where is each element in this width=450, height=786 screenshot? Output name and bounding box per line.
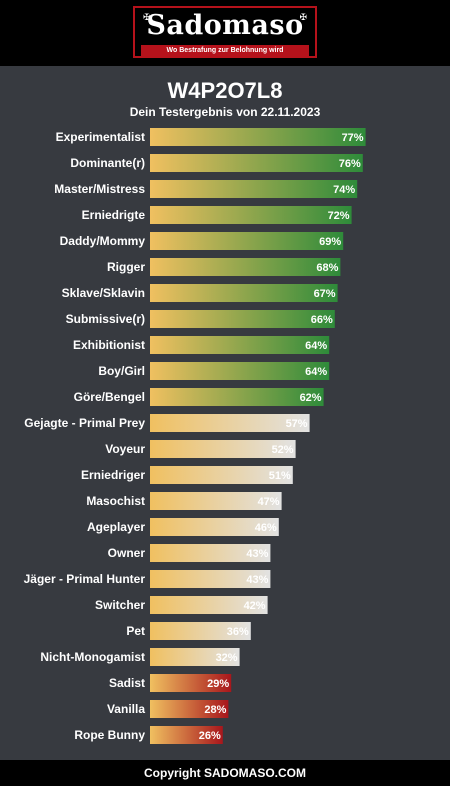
result-title: W4P2O7L8 xyxy=(167,78,283,103)
bar-value-label: 28% xyxy=(204,704,226,716)
bar-value-label: 57% xyxy=(286,418,308,430)
bar-value-label: 62% xyxy=(300,392,322,404)
bar-category-label: Sklave/Sklavin xyxy=(62,286,145,300)
bar-value-label: 46% xyxy=(255,522,277,534)
bar-value-label: 52% xyxy=(272,444,294,456)
bar-category-label: Exhibitionist xyxy=(73,338,145,352)
bar-category-label: Boy/Girl xyxy=(98,364,145,378)
bar xyxy=(150,232,344,250)
bar-value-label: 64% xyxy=(305,340,327,352)
bar xyxy=(150,622,251,640)
site-header: ✠ ✠ Sadomaso Wo Bestrafung zur Belohnung… xyxy=(0,0,450,66)
bar-value-label: 69% xyxy=(319,236,341,248)
bar-category-label: Jäger - Primal Hunter xyxy=(24,572,146,586)
bar-category-label: Gejagte - Primal Prey xyxy=(24,416,145,430)
bar-value-label: 43% xyxy=(246,574,268,586)
bar xyxy=(150,518,279,536)
bar-category-label: Vanilla xyxy=(107,702,145,716)
bar-value-label: 47% xyxy=(258,496,280,508)
cross-icon: ✠ xyxy=(143,12,151,22)
bar xyxy=(150,180,358,198)
bar-value-label: 26% xyxy=(199,730,221,742)
bar xyxy=(150,466,293,484)
bar xyxy=(150,440,296,458)
copyright-footer: Copyright SADOMASO.COM xyxy=(0,760,450,786)
result-subtitle: Dein Testergebnis von 22.11.2023 xyxy=(129,105,321,119)
bar-value-label: 42% xyxy=(244,600,266,612)
bar-category-label: Dominante(r) xyxy=(70,156,145,170)
bar-value-label: 76% xyxy=(339,158,361,170)
bar-category-label: Owner xyxy=(108,546,146,560)
logo-tagline: Wo Bestrafung zur Belohnung wird xyxy=(141,45,309,56)
bar-value-label: 36% xyxy=(227,626,249,638)
bar xyxy=(150,414,310,432)
bar xyxy=(150,648,240,666)
bar-value-label: 74% xyxy=(333,184,355,196)
bar-value-label: 72% xyxy=(328,210,350,222)
bar-category-label: Erniedriger xyxy=(81,468,145,482)
bar-category-label: Rigger xyxy=(107,260,145,274)
result-bar-chart: Experimentalist 77% Dominante(r) 76% Master/… xyxy=(24,128,366,744)
bar xyxy=(150,674,232,692)
bar-value-label: 29% xyxy=(207,678,229,690)
bar xyxy=(150,362,330,380)
bar-value-label: 66% xyxy=(311,314,333,326)
bar-category-label: Master/Mistress xyxy=(54,182,145,196)
bar-value-label: 67% xyxy=(314,288,336,300)
bar xyxy=(150,726,223,744)
bar-value-label: 64% xyxy=(305,366,327,378)
bar-category-label: Pet xyxy=(126,624,145,638)
bar-category-label: Daddy/Mommy xyxy=(60,234,146,248)
bar-category-label: Submissive(r) xyxy=(66,312,145,326)
bar xyxy=(150,206,352,224)
bar xyxy=(150,700,229,718)
bar-value-label: 77% xyxy=(342,132,364,144)
bar xyxy=(150,284,338,302)
logo-text: Sadomaso xyxy=(146,10,304,41)
bar xyxy=(150,154,363,172)
bar xyxy=(150,258,341,276)
bar xyxy=(150,596,268,614)
bar-value-label: 32% xyxy=(216,652,238,664)
site-logo[interactable]: ✠ ✠ Sadomaso Wo Bestrafung zur Belohnung… xyxy=(133,6,317,58)
bar-value-label: 43% xyxy=(246,548,268,560)
bar-category-label: Experimentalist xyxy=(56,130,145,144)
bar-value-label: 68% xyxy=(316,262,338,274)
bar xyxy=(150,544,271,562)
bar-category-label: Erniedrigte xyxy=(82,208,146,222)
bar-value-label: 51% xyxy=(269,470,291,482)
bar xyxy=(150,570,271,588)
bar xyxy=(150,128,366,146)
bar-category-label: Rope Bunny xyxy=(74,728,145,742)
bar xyxy=(150,310,335,328)
bar-category-label: Sadist xyxy=(109,676,145,690)
bar xyxy=(150,336,330,354)
bar-category-label: Göre/Bengel xyxy=(74,390,145,404)
bar-category-label: Switcher xyxy=(95,598,145,612)
bar xyxy=(150,388,324,406)
bar-category-label: Voyeur xyxy=(105,442,145,456)
bar-category-label: Masochist xyxy=(86,494,145,508)
cross-icon: ✠ xyxy=(299,12,307,22)
bar-category-label: Ageplayer xyxy=(87,520,145,534)
bar xyxy=(150,492,282,510)
bar-category-label: Nicht-Monogamist xyxy=(40,650,145,664)
